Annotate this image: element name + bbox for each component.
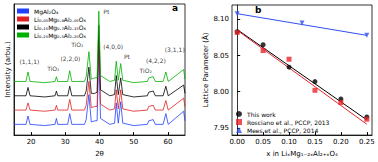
- svg-text:30: 30: [61, 138, 70, 146]
- svg-text:0.05: 0.05: [255, 138, 271, 146]
- svg-text:7.95: 7.95: [213, 124, 229, 132]
- svg-text:Rosciano et al., PCCP, 2013: Rosciano et al., PCCP, 2013: [247, 119, 330, 126]
- svg-text:0.00: 0.00: [229, 138, 245, 146]
- svg-text:Pt: Pt: [103, 8, 110, 15]
- svg-text:TiO₂: TiO₂: [139, 67, 153, 74]
- svg-text:(3,1,1): (3,1,1): [165, 46, 185, 53]
- svg-text:8.05: 8.05: [213, 52, 229, 60]
- svg-text:This work: This work: [246, 111, 276, 118]
- svg-text:8.10: 8.10: [213, 15, 229, 23]
- svg-text:Li₀.₁₅Mg₀.₇Al₂.₁₅O₄: Li₀.₁₅Mg₀.₇Al₂.₁₅O₄: [34, 24, 86, 32]
- svg-text:Pt: Pt: [124, 53, 131, 60]
- svg-text:MgAl₂O₄: MgAl₂O₄: [34, 8, 59, 16]
- svg-text:40: 40: [95, 138, 104, 146]
- svg-text:b: b: [255, 5, 262, 15]
- svg-text:(4,0,0): (4,0,0): [103, 43, 123, 50]
- svg-text:50: 50: [129, 138, 138, 146]
- svg-text:0.20: 0.20: [333, 138, 349, 146]
- svg-text:Li₀.₀₅Mg₀.₉Al₂.₀₅O₄: Li₀.₀₅Mg₀.₉Al₂.₀₅O₄: [34, 16, 86, 24]
- svg-text:Intensity (arbu.): Intensity (arbu.): [4, 41, 12, 98]
- svg-text:0.15: 0.15: [307, 138, 323, 146]
- svg-text:0.25: 0.25: [359, 138, 375, 146]
- svg-text:2θ: 2θ: [95, 150, 104, 158]
- svg-text:TiO₂: TiO₂: [46, 65, 60, 72]
- svg-text:(4,2,2): (4,2,2): [146, 57, 166, 64]
- svg-text:Li₀.₂₅Mg₀.₅Al₂.₂₅O₄: Li₀.₂₅Mg₀.₅Al₂.₂₅O₄: [34, 32, 86, 40]
- svg-text:Mees et al., PCCP, 2014: Mees et al., PCCP, 2014: [247, 127, 318, 134]
- svg-text:60: 60: [163, 138, 172, 146]
- svg-text:20: 20: [27, 138, 36, 146]
- svg-text:Lattice Parameter (Å): Lattice Parameter (Å): [201, 32, 210, 107]
- svg-text:(2,2,0): (2,2,0): [60, 55, 80, 62]
- svg-text:8.00: 8.00: [213, 88, 229, 96]
- svg-text:(1,1,1): (1,1,1): [19, 58, 39, 65]
- svg-text:TiO₂: TiO₂: [70, 41, 84, 48]
- svg-text:x in LiₓMg₁₋₂ₓAl₂₊ₓO₄: x in LiₓMg₁₋₂ₓAl₂₊ₓO₄: [266, 150, 338, 158]
- svg-text:a: a: [172, 3, 178, 13]
- svg-text:0.10: 0.10: [281, 138, 297, 146]
